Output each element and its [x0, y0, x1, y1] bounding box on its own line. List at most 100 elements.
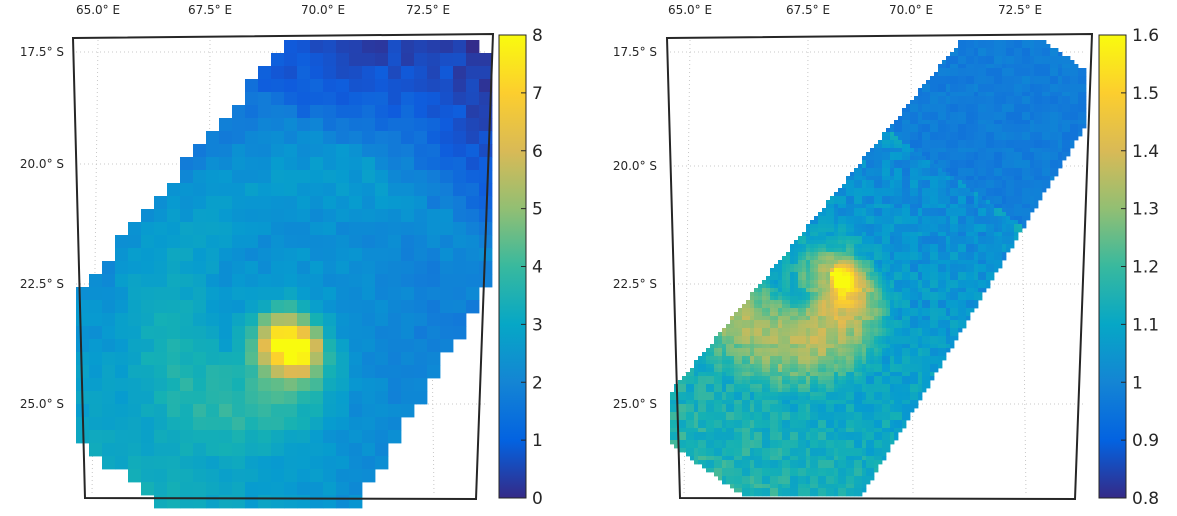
- heatmap-cell: [427, 144, 441, 158]
- heatmap-cell: [918, 384, 923, 389]
- heatmap-cell: [902, 184, 907, 189]
- heatmap-cell: [934, 204, 939, 209]
- heatmap-cell: [874, 148, 879, 153]
- heatmap-cell: [842, 356, 847, 361]
- heatmap-cell: [702, 392, 707, 397]
- heatmap-cell: [762, 452, 767, 457]
- heatmap-cell: [726, 400, 731, 405]
- heatmap-cell: [722, 380, 727, 385]
- heatmap-cell: [782, 360, 787, 365]
- heatmap-cell: [798, 400, 803, 405]
- heatmap-cell: [878, 164, 883, 169]
- heatmap-cell: [754, 332, 759, 337]
- heatmap-cell: [914, 176, 919, 181]
- heatmap-cell: [926, 224, 931, 229]
- heatmap-cell: [702, 380, 707, 385]
- heatmap-cell: [310, 209, 324, 223]
- heatmap-cell: [882, 364, 887, 369]
- heatmap-cell: [802, 460, 807, 465]
- heatmap-cell: [310, 352, 324, 366]
- heatmap-cell: [219, 248, 233, 262]
- heatmap-cell: [846, 260, 851, 265]
- heatmap-cell: [798, 368, 803, 373]
- heatmap-cell: [440, 196, 454, 210]
- heatmap-cell: [814, 252, 819, 257]
- heatmap-cell: [206, 443, 220, 457]
- heatmap-cell: [866, 432, 871, 437]
- heatmap-cell: [427, 222, 441, 236]
- heatmap-cell: [846, 232, 851, 237]
- heatmap-cell: [926, 384, 931, 389]
- heatmap-cell: [890, 284, 895, 289]
- heatmap-cell: [918, 368, 923, 373]
- heatmap-cell: [818, 236, 823, 241]
- heatmap-cell: [842, 268, 847, 273]
- heatmap-cell: [850, 364, 855, 369]
- heatmap-cell: [886, 260, 891, 265]
- heatmap-cell: [822, 268, 827, 273]
- heatmap-cell: [814, 280, 819, 285]
- heatmap-cell: [786, 384, 791, 389]
- heatmap-cell: [794, 324, 799, 329]
- heatmap-cell: [818, 388, 823, 393]
- heatmap-cell: [427, 313, 441, 327]
- heatmap-cell: [886, 272, 891, 277]
- heatmap-cell: [790, 300, 795, 305]
- heatmap-cell: [830, 348, 835, 353]
- heatmap-cell: [686, 432, 691, 437]
- heatmap-cell: [930, 148, 935, 153]
- heatmap-cell: [774, 436, 779, 441]
- heatmap-cell: [794, 356, 799, 361]
- heatmap-cell: [822, 272, 827, 277]
- heatmap-cell: [850, 372, 855, 377]
- heatmap-cell: [714, 384, 719, 389]
- heatmap-cell: [349, 391, 363, 405]
- heatmap-cell: [375, 378, 389, 392]
- heatmap-cell: [271, 131, 285, 145]
- heatmap-cell: [742, 332, 747, 337]
- heatmap-cell: [726, 348, 731, 353]
- heatmap-cell: [838, 448, 843, 453]
- heatmap-cell: [922, 352, 927, 357]
- heatmap-cell: [810, 300, 815, 305]
- heatmap-cell: [89, 365, 103, 379]
- heatmap-cell: [670, 432, 675, 437]
- heatmap-cell: [722, 424, 727, 429]
- heatmap-cell: [870, 332, 875, 337]
- heatmap-cell: [706, 456, 711, 461]
- heatmap-cell: [770, 296, 775, 301]
- heatmap-cell: [141, 209, 155, 223]
- heatmap-cell: [938, 216, 943, 221]
- heatmap-cell: [894, 392, 899, 397]
- heatmap-cell: [934, 100, 939, 105]
- heatmap-cell: [754, 388, 759, 393]
- heatmap-cell: [930, 108, 935, 113]
- heatmap-cell: [790, 312, 795, 317]
- heatmap-cell: [258, 66, 272, 80]
- heatmap-cell: [898, 172, 903, 177]
- heatmap-cell: [862, 164, 867, 169]
- heatmap-cell: [754, 452, 759, 457]
- heatmap-cell: [810, 280, 815, 285]
- heatmap-cell: [826, 476, 831, 481]
- heatmap-cell: [910, 384, 915, 389]
- heatmap-cell: [902, 152, 907, 157]
- heatmap-cell: [898, 164, 903, 169]
- heatmap-cell: [401, 313, 415, 327]
- heatmap-cell: [193, 170, 207, 184]
- heatmap-cell: [710, 412, 715, 417]
- heatmap-cell: [726, 332, 731, 337]
- heatmap-cell: [770, 368, 775, 373]
- heatmap-cell: [336, 235, 350, 249]
- heatmap-cell: [414, 378, 428, 392]
- heatmap-cell: [878, 388, 883, 393]
- heatmap-cell: [910, 392, 915, 397]
- heatmap-cell: [698, 436, 703, 441]
- heatmap-cell: [782, 404, 787, 409]
- heatmap-cell: [794, 296, 799, 301]
- heatmap-cell: [926, 380, 931, 385]
- heatmap-cell: [830, 304, 835, 309]
- heatmap-cell: [786, 492, 791, 497]
- heatmap-cell: [922, 316, 927, 321]
- heatmap-cell: [790, 380, 795, 385]
